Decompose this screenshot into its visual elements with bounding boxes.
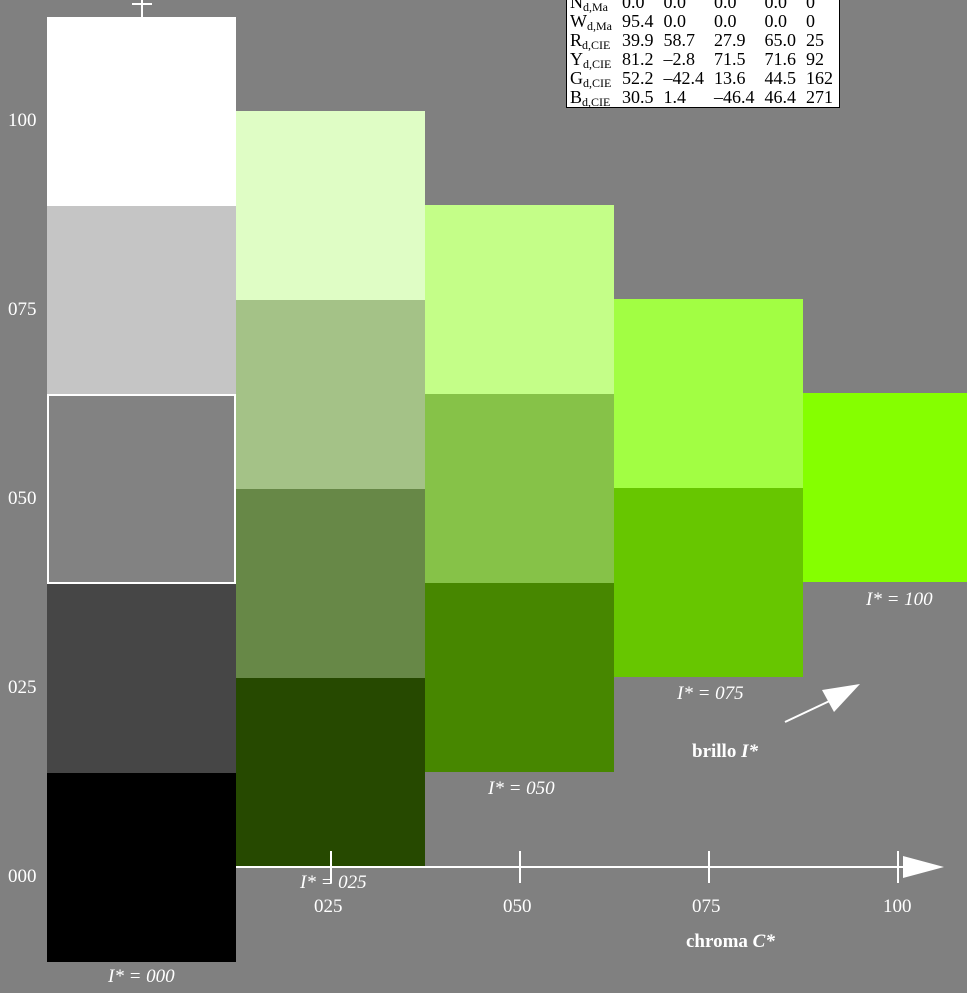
table-cell: 92 [806, 49, 824, 69]
column-label-025: I* = 025 [300, 872, 367, 893]
table-row: Gd,CIE 52.2 –42.4 13.6 44.5 162 [567, 68, 840, 90]
patch-c1-r3 [236, 111, 425, 300]
lightness-tick-label-050: 050 [8, 488, 37, 509]
patch-c1-r0 [236, 678, 425, 867]
table-row: Yd,CIE 81.2 –2.8 71.5 71.6 92 [567, 49, 840, 71]
table-cell: 0.0 [622, 0, 645, 12]
table-cell: 13.6 [714, 68, 746, 88]
patch-c0-r2 [47, 395, 236, 584]
color-data-table: Nd,Ma 0.0 0.0 0.0 0.0 0 Wd,Ma 95.4 0.0 0.0 0.0 0 Rd,… [566, 0, 840, 108]
row-name: Nd,Ma [570, 0, 608, 14]
patch-c3-r0 [614, 488, 803, 677]
column-label-050: I* = 050 [488, 778, 555, 799]
table-cell: 25 [806, 30, 824, 50]
lightness-tick-label-100: 100 [8, 110, 37, 131]
lightness-tick-label-075: 075 [8, 299, 37, 320]
lightness-tick-label-025: 025 [8, 677, 37, 698]
patch-c0-r4 [47, 17, 236, 206]
table-cell: 27.9 [714, 30, 746, 50]
column-label-000: I* = 000 [108, 966, 175, 987]
table-cell: 95.4 [622, 11, 654, 31]
table-cell: 39.9 [622, 30, 654, 50]
column-label-075: I* = 075 [677, 683, 744, 704]
table-cell: 0 [806, 0, 815, 12]
table-cell: 0.0 [714, 11, 737, 31]
table-cell: –42.4 [663, 68, 705, 88]
table-cell: 1.4 [663, 87, 687, 107]
chroma-tick-label-050: 050 [503, 896, 532, 917]
table-cell: 52.2 [622, 68, 654, 88]
brightness-axis-title: brillo I* [692, 741, 758, 762]
patch-c3-r1 [614, 299, 803, 488]
chroma-tick-label-075: 075 [692, 896, 721, 917]
table-cell: 271 [806, 87, 833, 107]
table-cell: –2.8 [663, 49, 696, 69]
patch-c0-r0 [47, 773, 236, 962]
table-cell: 65.0 [764, 30, 797, 50]
table-row: Bd,CIE 30.5 1.4 –46.4 46.4 271 [567, 87, 840, 109]
row-name: Bd,CIE [570, 87, 611, 109]
table-cell: 0.0 [764, 0, 788, 12]
patch-c1-r1 [236, 489, 425, 678]
patch-c1-r2 [236, 300, 425, 489]
brightness-arrowhead [822, 684, 860, 712]
table-cell: 162 [806, 68, 833, 88]
table-cell: 0.0 [764, 11, 788, 31]
patch-c4-r0 [803, 393, 967, 582]
patch-c0-r1 [47, 584, 236, 773]
mid-grey-outline [47, 394, 236, 584]
row-name: Yd,CIE [570, 49, 612, 71]
row-name: Rd,CIE [570, 30, 611, 52]
table-cell: 46.4 [764, 87, 797, 107]
row-name: Gd,CIE [570, 68, 612, 90]
patch-c0-r3 [47, 206, 236, 395]
table-row: Nd,Ma 0.0 0.0 0.0 0.0 0 [567, 0, 840, 14]
patch-c2-r1 [425, 394, 614, 583]
chroma-axis-title: chroma C* [686, 931, 775, 952]
table-row: Wd,Ma 95.4 0.0 0.0 0.0 0 [567, 11, 840, 33]
table-cell: 0.0 [663, 0, 687, 12]
lightness-tick-label-000: 000 [8, 866, 37, 887]
table-cell: 44.5 [764, 68, 797, 88]
table-cell: 0 [806, 11, 815, 31]
row-name: Wd,Ma [570, 11, 612, 33]
table-cell: 81.2 [622, 49, 654, 69]
table-cell: 71.5 [714, 49, 746, 69]
table-cell: 71.6 [764, 49, 797, 69]
chroma-tick-label-025: 025 [314, 896, 343, 917]
patch-c2-r0 [425, 583, 614, 772]
table-cell: 0.0 [663, 11, 687, 31]
table-cell: –46.4 [714, 87, 755, 107]
chroma-axis-arrowhead [903, 856, 944, 878]
table-cell: 0.0 [714, 0, 737, 12]
patch-c2-r2 [425, 205, 614, 394]
table-row: Rd,CIE 39.9 58.7 27.9 65.0 25 [567, 30, 840, 52]
chroma-tick-label-100: 100 [883, 896, 912, 917]
table-cell: 58.7 [663, 30, 696, 50]
table-cell: 30.5 [622, 87, 654, 107]
column-label-100: I* = 100 [866, 589, 933, 610]
